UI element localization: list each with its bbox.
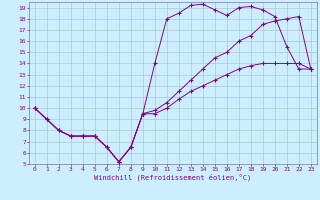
X-axis label: Windchill (Refroidissement éolien,°C): Windchill (Refroidissement éolien,°C): [94, 173, 252, 181]
